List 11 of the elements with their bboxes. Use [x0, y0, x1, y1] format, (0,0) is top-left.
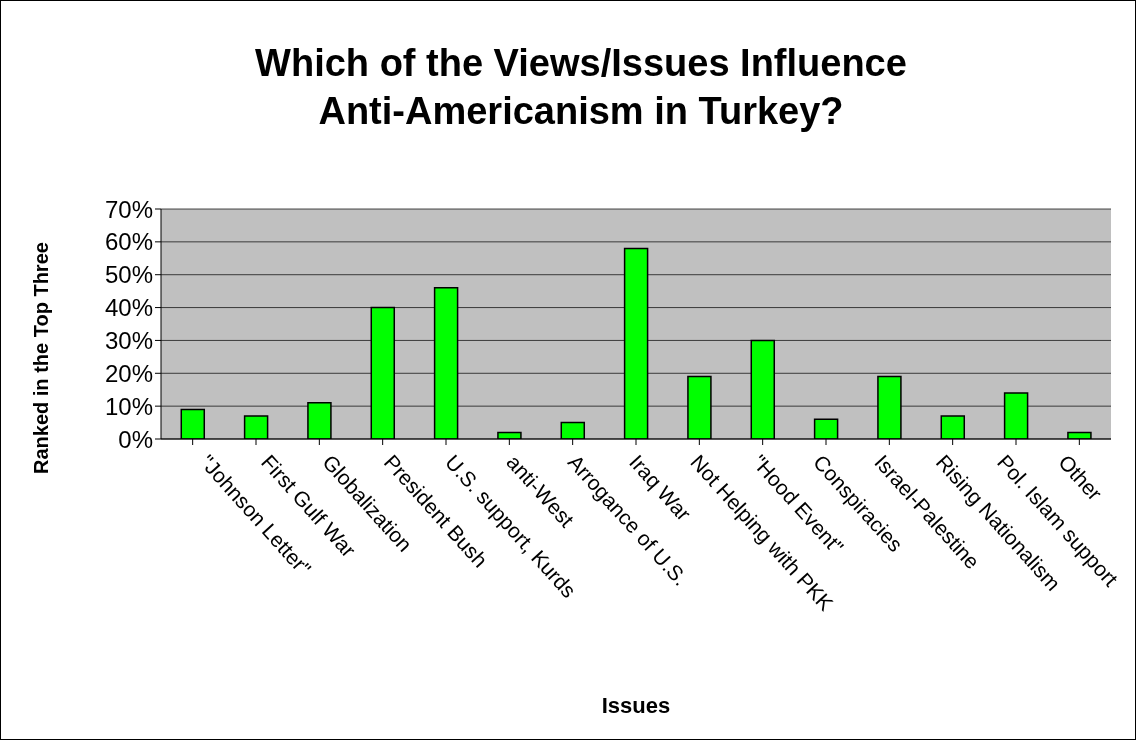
y-tick-label: 30%: [104, 326, 153, 354]
y-tick-label: 0%: [118, 425, 153, 453]
y-tick-label: 20%: [104, 359, 153, 387]
y-tick-label: 40%: [104, 294, 153, 322]
x-axis-title: Issues: [601, 693, 671, 718]
y-axis-title: Ranked in the Top Three: [30, 242, 53, 474]
chart-title: Which of the Views/Issues Influence Anti-Americanism in Turkey?: [254, 41, 908, 134]
y-tick-label: 70%: [104, 195, 153, 223]
y-tick-label: 60%: [104, 228, 153, 256]
y-tick-label: 10%: [104, 392, 153, 420]
y-tick-label: 50%: [104, 261, 153, 289]
